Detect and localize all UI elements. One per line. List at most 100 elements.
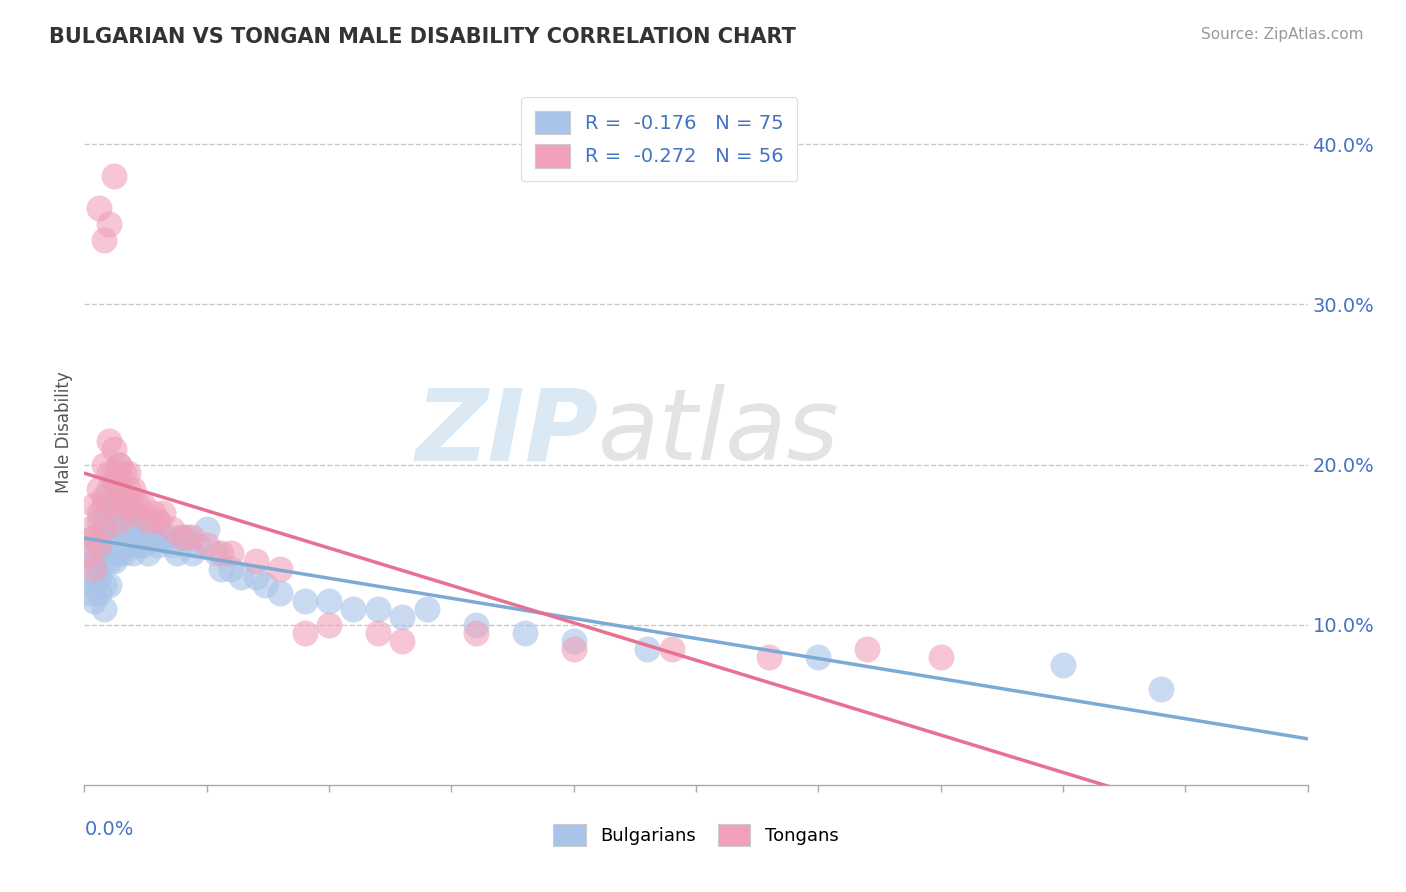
Point [132, 514, 155, 528]
Point [661, 641, 683, 656]
Point [112, 522, 135, 536]
Point [186, 538, 208, 552]
Point [87, 570, 110, 584]
Point [122, 506, 145, 520]
Point [97, 434, 120, 448]
Point [112, 490, 135, 504]
Point [856, 641, 879, 656]
Point [107, 466, 129, 480]
Point [103, 442, 125, 456]
Point [318, 617, 340, 632]
Point [103, 169, 125, 184]
Point [146, 514, 169, 528]
Point [83, 498, 105, 512]
Point [562, 633, 585, 648]
Point [112, 546, 135, 560]
Point [205, 546, 228, 560]
Point [112, 466, 135, 480]
Point [107, 482, 129, 496]
Point [1052, 657, 1074, 672]
Point [142, 530, 165, 544]
Point [112, 498, 135, 512]
Point [318, 594, 340, 608]
Point [269, 586, 291, 600]
Point [245, 554, 267, 568]
Text: atlas: atlas [598, 384, 839, 481]
Point [209, 562, 232, 576]
Text: ZIP: ZIP [415, 384, 598, 481]
Point [83, 530, 105, 544]
Point [112, 498, 135, 512]
Point [176, 530, 198, 544]
Point [122, 522, 145, 536]
Point [107, 458, 129, 472]
Point [87, 482, 110, 496]
Point [117, 482, 139, 496]
Point [122, 482, 145, 496]
Point [83, 530, 105, 544]
Point [103, 466, 125, 480]
Point [416, 601, 439, 615]
Point [93, 601, 115, 615]
Point [87, 202, 110, 216]
Point [464, 625, 486, 640]
Point [219, 562, 242, 576]
Point [162, 522, 184, 536]
Point [636, 641, 658, 656]
Point [294, 594, 316, 608]
Point [97, 482, 120, 496]
Point [562, 641, 585, 656]
Point [107, 514, 129, 528]
Point [77, 546, 100, 560]
Point [107, 522, 129, 536]
Point [146, 514, 169, 528]
Point [136, 546, 159, 560]
Point [269, 562, 291, 576]
Point [152, 506, 174, 520]
Point [229, 570, 252, 584]
Point [209, 546, 232, 560]
Point [103, 498, 125, 512]
Point [1150, 681, 1173, 696]
Point [97, 506, 120, 520]
Point [294, 625, 316, 640]
Point [107, 458, 129, 472]
Point [83, 554, 105, 568]
Point [97, 466, 120, 480]
Point [77, 546, 100, 560]
Point [97, 554, 120, 568]
Point [929, 649, 952, 664]
Point [152, 530, 174, 544]
Point [93, 554, 115, 568]
Point [87, 506, 110, 520]
Point [367, 601, 389, 615]
Point [77, 522, 100, 536]
Point [807, 649, 830, 664]
Point [127, 514, 149, 528]
Point [127, 498, 149, 512]
Point [142, 506, 165, 520]
Point [464, 617, 486, 632]
Point [97, 218, 120, 232]
Point [166, 546, 188, 560]
Point [93, 498, 115, 512]
Point [254, 578, 277, 592]
Point [107, 490, 129, 504]
Text: Source: ZipAtlas.com: Source: ZipAtlas.com [1201, 27, 1364, 42]
Point [87, 514, 110, 528]
Point [93, 234, 115, 248]
Point [93, 530, 115, 544]
Point [132, 538, 155, 552]
Point [83, 562, 105, 576]
Point [181, 530, 204, 544]
Point [172, 530, 194, 544]
Point [117, 498, 139, 512]
Point [172, 530, 194, 544]
Point [77, 570, 100, 584]
Point [342, 601, 364, 615]
Point [87, 538, 110, 552]
Point [132, 498, 155, 512]
Point [181, 546, 204, 560]
Point [83, 594, 105, 608]
Point [367, 625, 389, 640]
